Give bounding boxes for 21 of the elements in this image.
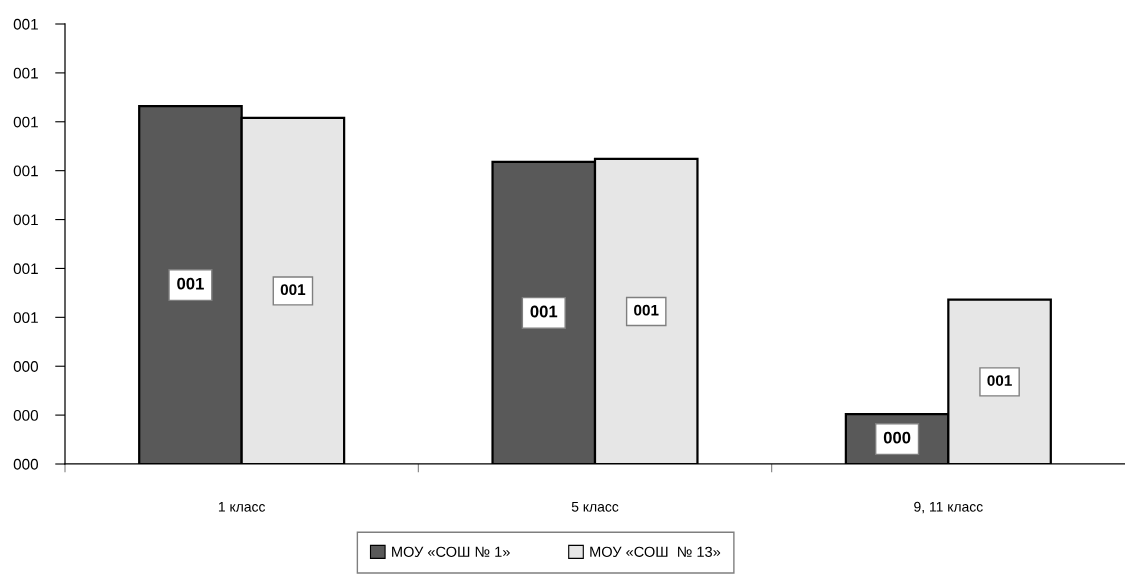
data-label: 001: [634, 304, 659, 316]
x-tick-label: 5 класс: [571, 502, 619, 512]
y-tick-label: 000: [13, 361, 39, 372]
y-tick-label: 001: [13, 67, 38, 79]
data-label: 001: [177, 277, 204, 290]
x-tick-label: 9, 11 класс: [914, 501, 983, 514]
y-tick-label: 001: [13, 165, 38, 177]
legend-label: МОУ «СОШ № 1»: [392, 546, 510, 557]
data-label: 001: [987, 375, 1012, 386]
y-tick-label: 001: [13, 263, 38, 275]
y-tick-label: 001: [13, 116, 38, 128]
x-tick-label: 1 класс: [218, 502, 266, 512]
y-tick-label: 001: [13, 214, 38, 226]
data-label: 000: [883, 431, 911, 444]
legend-label: МОУ «СОШ № 13»: [590, 546, 721, 557]
y-tick-label: 000: [13, 409, 39, 421]
y-tick-label: 000: [13, 458, 39, 470]
data-label: 001: [280, 284, 306, 296]
y-tick-label: 001: [13, 18, 38, 30]
y-tick-label: 001: [13, 312, 38, 324]
data-label: 001: [530, 305, 558, 318]
